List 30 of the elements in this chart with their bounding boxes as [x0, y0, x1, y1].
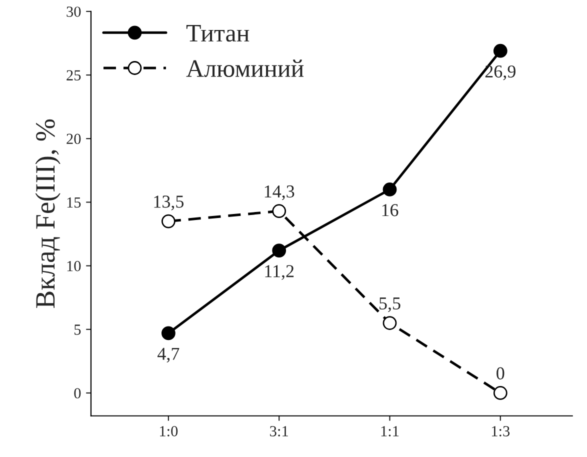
point	[272, 204, 286, 218]
data-label: 26,9	[485, 65, 516, 80]
x-tick-label: 1:0	[160, 426, 178, 436]
data-label: 16	[382, 204, 398, 216]
x-tick-label: 3:1	[270, 426, 288, 436]
point	[382, 182, 397, 196]
data-label: 5,5	[380, 297, 400, 312]
y-tick-label: 15	[67, 197, 81, 208]
point	[493, 44, 508, 58]
y-tick-label: 10	[67, 260, 81, 272]
data-label: 11,2	[265, 265, 294, 280]
legend-label: Алюминий	[186, 60, 304, 77]
point	[272, 244, 286, 258]
y-tick-label: 25	[66, 70, 81, 80]
data-label: 13,5	[154, 196, 184, 210]
x-tick-label: 1:1	[381, 426, 399, 436]
point	[161, 326, 176, 340]
y-tick-label: 0	[74, 388, 81, 398]
point	[382, 316, 397, 330]
y-tick-label: 30	[66, 6, 81, 17]
x-tick-label: 1:3	[492, 426, 510, 436]
y-tick-label: 20	[66, 134, 81, 144]
data-label: 4,7	[158, 348, 180, 363]
point	[493, 386, 508, 400]
y-tick-label: 5	[74, 324, 81, 335]
data-label: 14,3	[264, 185, 294, 200]
legend-label: Титан	[186, 25, 250, 42]
y-axis-title: Вклад Fe(III), %	[35, 119, 60, 308]
data-label: 0	[496, 367, 504, 380]
point	[161, 214, 176, 228]
